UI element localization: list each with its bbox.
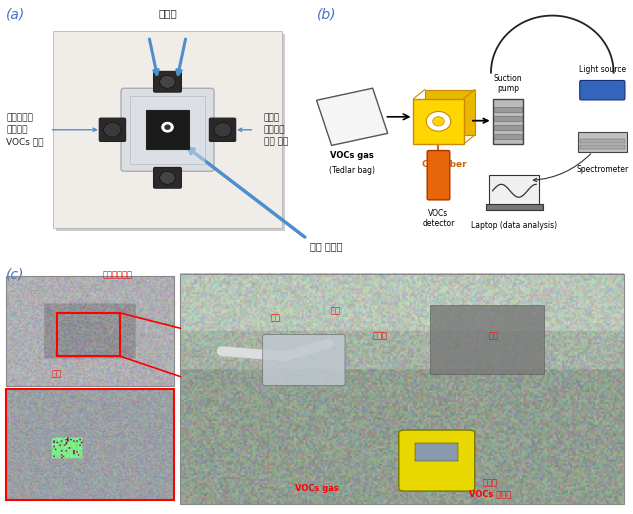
Text: 분광기: 분광기 (372, 332, 387, 340)
FancyBboxPatch shape (578, 133, 627, 152)
Circle shape (214, 122, 232, 137)
Polygon shape (316, 88, 388, 145)
Text: VOCs gas: VOCs gas (330, 151, 374, 159)
FancyBboxPatch shape (489, 175, 539, 205)
FancyBboxPatch shape (210, 118, 235, 141)
FancyBboxPatch shape (492, 99, 523, 144)
FancyBboxPatch shape (486, 204, 542, 210)
Circle shape (160, 171, 175, 185)
Text: (c): (c) (6, 267, 25, 281)
Text: 펌프를
연결하여
공기 흡입: 펌프를 연결하여 공기 흡입 (264, 114, 288, 146)
FancyBboxPatch shape (53, 31, 282, 228)
Circle shape (433, 117, 444, 126)
Text: 휴대용
VOCs 측정기: 휴대용 VOCs 측정기 (470, 479, 511, 498)
Text: (Tedlar bag): (Tedlar bag) (329, 166, 375, 175)
Text: 광원: 광원 (270, 314, 280, 323)
FancyBboxPatch shape (430, 305, 544, 374)
Text: 펌프: 펌프 (489, 332, 499, 340)
FancyBboxPatch shape (130, 96, 204, 163)
Text: 테들러백을
연결하여
VOCs 유입: 테들러백을 연결하여 VOCs 유입 (6, 114, 44, 146)
Text: Laptop (data analysis): Laptop (data analysis) (472, 221, 558, 230)
Text: 챔버: 챔버 (330, 306, 341, 315)
FancyBboxPatch shape (413, 99, 463, 144)
FancyBboxPatch shape (121, 88, 214, 171)
Text: (b): (b) (316, 8, 336, 22)
FancyBboxPatch shape (494, 125, 522, 130)
Circle shape (165, 125, 170, 129)
FancyBboxPatch shape (494, 107, 522, 112)
FancyBboxPatch shape (146, 111, 189, 149)
Text: VOCs gas: VOCs gas (294, 484, 339, 493)
Circle shape (104, 122, 121, 137)
FancyBboxPatch shape (399, 430, 475, 491)
FancyBboxPatch shape (56, 34, 285, 231)
FancyBboxPatch shape (494, 134, 522, 139)
Text: 강화유리챔버: 강화유리챔버 (102, 270, 132, 279)
Text: 센서: 센서 (52, 370, 62, 379)
FancyBboxPatch shape (580, 139, 625, 143)
FancyBboxPatch shape (99, 118, 125, 141)
FancyBboxPatch shape (415, 443, 458, 461)
Circle shape (162, 122, 173, 132)
Text: Suction
pump: Suction pump (494, 74, 522, 94)
Text: 센서 설치관: 센서 설치관 (310, 242, 342, 251)
FancyBboxPatch shape (154, 71, 182, 92)
FancyBboxPatch shape (154, 168, 182, 188)
FancyBboxPatch shape (494, 116, 522, 121)
Text: (a): (a) (6, 8, 25, 22)
FancyBboxPatch shape (425, 89, 475, 135)
Circle shape (160, 75, 175, 88)
Text: Spectrometer: Spectrometer (576, 165, 629, 174)
FancyBboxPatch shape (580, 145, 625, 149)
FancyBboxPatch shape (427, 151, 450, 200)
Text: VOCs
detector: VOCs detector (422, 209, 454, 228)
Text: Chamber: Chamber (422, 160, 467, 169)
FancyBboxPatch shape (580, 81, 625, 100)
Circle shape (426, 112, 451, 131)
Text: 타공관: 타공관 (158, 8, 177, 18)
Text: Light source: Light source (579, 65, 626, 74)
FancyBboxPatch shape (263, 335, 345, 386)
